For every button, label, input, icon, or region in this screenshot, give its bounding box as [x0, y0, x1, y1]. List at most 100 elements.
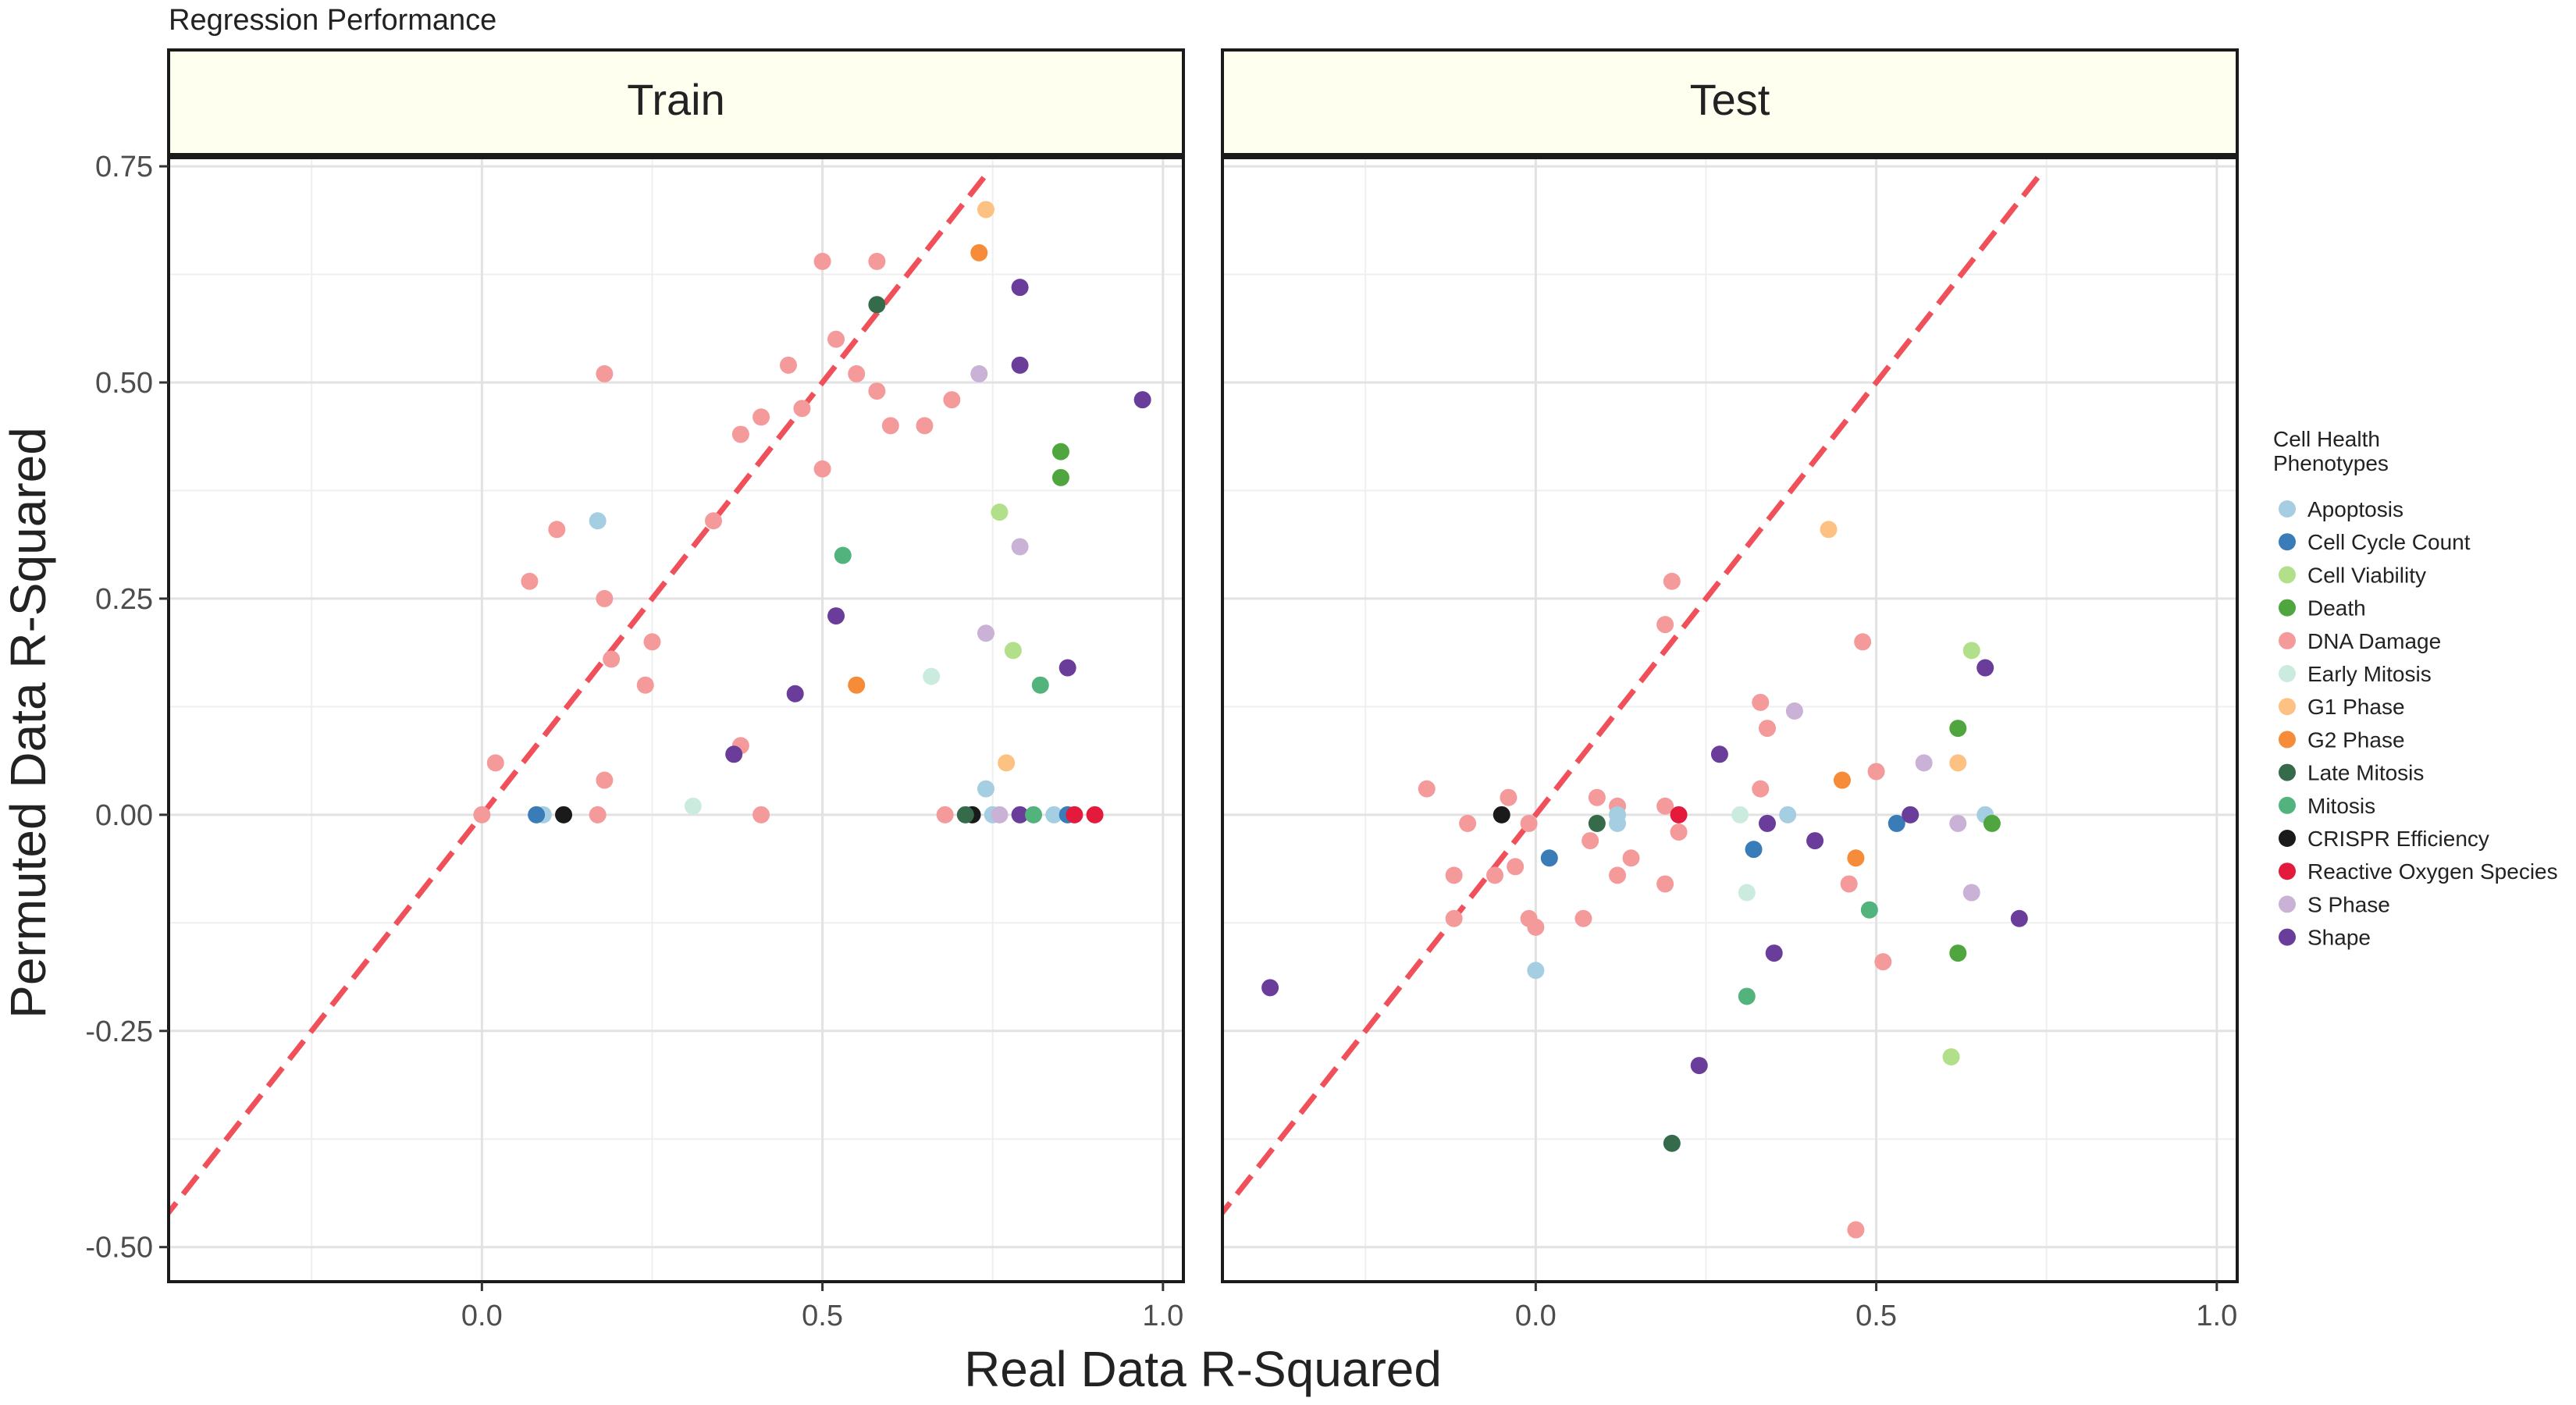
data-point-dna-damage	[1656, 797, 1674, 815]
data-point-early-mitosis	[684, 797, 702, 815]
legend-item: Apoptosis	[2279, 497, 2403, 521]
legend-label: Shape	[2307, 926, 2371, 950]
data-point-g2-phase	[848, 676, 866, 694]
data-point-dna-damage	[596, 771, 614, 789]
data-point-cell-cycle-count	[1745, 841, 1763, 859]
data-point-dna-damage	[1445, 909, 1463, 927]
data-point-dna-damage	[1758, 720, 1776, 738]
data-point-dna-damage	[1622, 849, 1640, 867]
data-point-dna-damage	[643, 633, 661, 651]
legend-item: G1 Phase	[2279, 695, 2405, 719]
data-point-shape	[786, 685, 804, 702]
panel-train: Train	[167, 48, 1185, 1283]
data-point-death	[1949, 720, 1967, 738]
data-point-g1-phase	[1949, 754, 1967, 772]
legend-item: Mitosis	[2279, 794, 2375, 818]
data-point-dna-damage	[1854, 633, 1872, 651]
data-point-shape	[1011, 806, 1029, 823]
data-point-g1-phase	[977, 201, 994, 219]
data-point-dna-damage	[521, 572, 539, 590]
legend-title-line-1: Cell Health	[2273, 427, 2380, 451]
data-point-dna-damage	[1847, 1221, 1865, 1239]
x-tick-label: 0.0	[461, 1300, 503, 1332]
data-point-apoptosis	[1779, 806, 1797, 823]
data-point-dna-damage	[827, 330, 845, 348]
data-point-late-mitosis	[1588, 814, 1606, 832]
y-tick-label: -0.50	[85, 1232, 153, 1264]
legend-label: G2 Phase	[2307, 727, 2405, 752]
data-point-reactive-oxygen-species	[1066, 806, 1083, 823]
data-point-dna-damage	[943, 391, 961, 409]
data-point-mitosis	[1738, 987, 1756, 1005]
data-point-apoptosis	[1527, 962, 1545, 980]
plot-area-test	[1221, 156, 2239, 1283]
data-point-shape	[1758, 814, 1776, 832]
legend-swatch	[2279, 599, 2296, 617]
data-point-dna-damage	[1574, 909, 1592, 927]
legend-label: Cell Cycle Count	[2307, 530, 2471, 554]
data-point-s-phase	[1785, 702, 1803, 720]
data-point-shape	[1765, 944, 1783, 962]
legend-swatch	[2279, 665, 2296, 682]
data-point-dna-damage	[813, 460, 831, 478]
legend-label: Mitosis	[2307, 794, 2375, 818]
data-point-shape	[1690, 1057, 1708, 1075]
data-point-shape	[1710, 745, 1728, 763]
data-point-dna-damage	[1609, 866, 1627, 884]
data-point-apoptosis	[589, 512, 607, 530]
data-point-death	[1051, 443, 1069, 461]
data-point-apoptosis	[977, 780, 994, 798]
data-point-dna-damage	[1752, 693, 1770, 711]
x-tick-label: 0.5	[802, 1300, 843, 1332]
y-tick-label: 0.25	[95, 583, 153, 616]
data-point-mitosis	[834, 546, 852, 564]
plot-area-train	[167, 156, 1185, 1283]
legend-item: G2 Phase	[2279, 727, 2405, 752]
data-point-s-phase	[1915, 754, 1933, 772]
y-tick-label: 0.75	[95, 151, 153, 183]
data-point-dna-damage	[1656, 616, 1674, 634]
legend-item: Late Mitosis	[2279, 761, 2424, 785]
legend-item: Shape	[2279, 926, 2371, 950]
data-point-reactive-oxygen-species	[1086, 806, 1104, 823]
legend-swatch	[2279, 763, 2296, 781]
panel-border	[167, 156, 1185, 1283]
legend-items: Apoptosis Cell Cycle Count Cell Viability D…	[2279, 497, 2558, 950]
legend-swatch	[2279, 863, 2296, 880]
legend-label: CRISPR Efficiency	[2307, 827, 2489, 851]
data-point-dna-damage	[704, 512, 722, 530]
y-tick-label: 0.50	[95, 367, 153, 400]
data-point-s-phase	[970, 365, 988, 382]
panel-test: Test	[1221, 48, 2239, 1283]
legend-item: CRISPR Efficiency	[2279, 827, 2489, 851]
gridlines	[1222, 158, 2237, 1282]
data-point-dna-damage	[1874, 953, 1892, 971]
data-point-cell-cycle-count	[1888, 814, 1905, 832]
data-point-apoptosis	[1045, 806, 1063, 823]
panel-border	[1221, 156, 2239, 1283]
legend-item: Early Mitosis	[2279, 662, 2432, 686]
data-point-mitosis	[1860, 901, 1878, 919]
data-point-crispr-efficiency	[555, 806, 573, 823]
data-point-cell-viability	[1004, 642, 1022, 660]
legend-swatch	[2279, 796, 2296, 814]
data-point-dna-damage	[793, 400, 811, 418]
data-point-reactive-oxygen-species	[1670, 806, 1688, 823]
data-point-shape	[1902, 806, 1920, 823]
data-point-g2-phase	[970, 244, 988, 261]
data-point-dna-damage	[603, 650, 621, 668]
data-point-shape	[827, 607, 845, 625]
data-point-s-phase	[1011, 538, 1029, 556]
legend-label: Early Mitosis	[2307, 662, 2432, 686]
y-tick-label: 0.00	[95, 799, 153, 832]
legend-label: Apoptosis	[2307, 497, 2403, 521]
data-point-shape	[1133, 391, 1151, 409]
data-point-dna-damage	[548, 521, 566, 539]
data-point-cell-viability	[1962, 642, 1980, 660]
data-point-early-mitosis	[1731, 806, 1749, 823]
data-point-late-mitosis	[1663, 1134, 1681, 1152]
legend: Cell Health Phenotypes Apoptosis Cell Cyc…	[2273, 427, 2558, 950]
legend-swatch	[2279, 533, 2296, 551]
data-point-cell-viability	[991, 503, 1009, 521]
legend-item: Cell Cycle Count	[2279, 530, 2471, 554]
